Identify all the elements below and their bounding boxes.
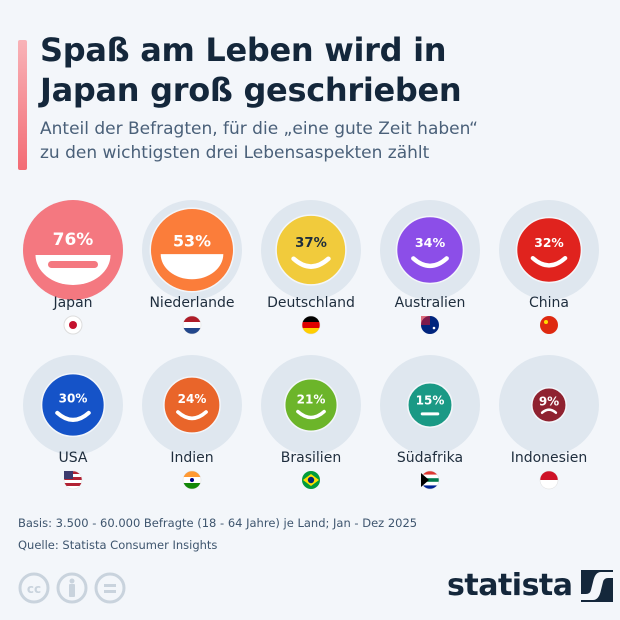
bubble-value-circle	[395, 215, 465, 285]
bubble-niederlande: 53% Niederlande	[142, 200, 242, 335]
country-label: Japan	[52, 295, 92, 311]
bubble-australien: 34% Australien	[380, 200, 480, 334]
brazil-flag-icon	[302, 471, 320, 489]
china-flag-icon	[540, 316, 558, 334]
license-icons: cc	[18, 572, 126, 604]
source-note: Quelle: Statista Consumer Insights	[18, 538, 218, 552]
mouth-smile-icon	[296, 409, 326, 420]
germany-flag-icon	[301, 315, 321, 335]
country-label: Indien	[170, 450, 213, 466]
attribution-icon	[56, 572, 88, 604]
country-label: Brasilien	[281, 450, 341, 466]
bubble-deutschland: 37% Deutschland	[261, 200, 361, 335]
bubble-value-circle	[531, 387, 567, 423]
mouth-smile-icon	[176, 410, 208, 421]
bubble-value-circle	[515, 216, 583, 284]
mouth-smile-icon	[411, 256, 449, 269]
bubble-value-circle	[283, 377, 339, 433]
no-derivatives-icon	[94, 572, 126, 604]
statista-logo: statista	[447, 568, 613, 603]
bubble-usa: 30% USA	[23, 355, 123, 490]
bubble-indien: 24% Indien	[142, 355, 242, 490]
country-label: Niederlande	[149, 295, 234, 311]
indonesia-flag-icon	[539, 470, 559, 490]
bubble-japan: 76% Japan	[23, 200, 123, 335]
statista-logo-icon	[580, 569, 613, 602]
bubble-china: 32% China	[499, 200, 599, 334]
subtitle-line-1: Anteil der Befragten, für die „eine gute…	[40, 119, 478, 139]
south-africa-flag-icon	[420, 470, 440, 490]
value-label: 24%	[178, 392, 207, 406]
netherlands-flag-icon	[182, 315, 202, 335]
bubble-value-circle	[40, 372, 106, 438]
bubble-value-circle	[163, 376, 221, 434]
page-title: Spaß am Leben wird in Japan groß geschri…	[40, 31, 462, 109]
statista-logo-text: statista	[447, 568, 573, 603]
value-label: 9%	[539, 394, 559, 408]
value-label: 34%	[415, 235, 446, 250]
country-label: Deutschland	[267, 295, 355, 311]
country-label: Südafrika	[397, 450, 463, 466]
value-label: 76%	[53, 230, 94, 250]
india-flag-icon	[182, 470, 202, 490]
mouth-smile-icon	[530, 256, 568, 268]
bubble-südafrika: 15% Südafrika	[380, 355, 480, 490]
country-label: Indonesien	[511, 450, 588, 466]
mouth-grin-icon	[160, 254, 224, 280]
country-label: China	[529, 295, 569, 311]
mouth-smile-icon	[291, 256, 331, 269]
mouth-frown-icon	[540, 408, 558, 414]
value-label: 53%	[173, 231, 211, 250]
usa-flag-icon	[63, 470, 83, 490]
bubble-value-circle	[407, 382, 453, 428]
bubble-value-circle	[275, 214, 347, 286]
bubble-brasilien: 21% Brasilien	[261, 355, 361, 489]
value-label: 15%	[416, 393, 445, 407]
mouth-smile-icon	[55, 410, 91, 422]
value-label: 21%	[297, 392, 326, 406]
cc-icon: cc	[18, 572, 50, 604]
basis-note: Basis: 3.500 - 60.000 Befragte (18 - 64 …	[18, 516, 418, 530]
value-label: 37%	[295, 236, 327, 251]
value-label: 30%	[59, 391, 88, 405]
value-label: 32%	[534, 236, 563, 250]
country-label: USA	[59, 450, 88, 466]
subtitle: Anteil der Befragten, für die „eine gute…	[40, 117, 478, 165]
bubble-indonesien: 9% Indonesien	[499, 355, 599, 490]
australia-flag-icon	[421, 316, 439, 334]
bubble-chart: 76% Japan 53% Niederlande 37% Deutschland 34% A…	[23, 200, 599, 490]
title-accent-bar	[18, 40, 27, 170]
svg-text:cc: cc	[27, 582, 41, 596]
subtitle-line-2: zu den wichtigsten drei Lebensaspekten z…	[40, 143, 430, 163]
japan-flag-icon	[63, 315, 83, 335]
country-label: Australien	[395, 295, 466, 311]
